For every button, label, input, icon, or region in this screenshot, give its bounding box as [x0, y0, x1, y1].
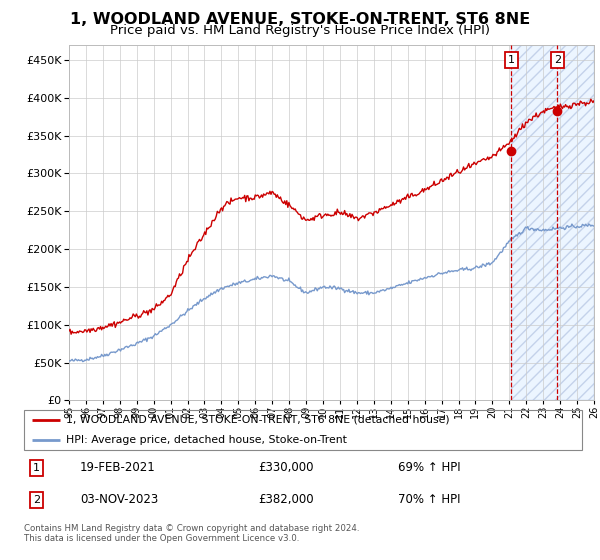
Text: 1: 1 [508, 55, 515, 65]
Text: 03-NOV-2023: 03-NOV-2023 [80, 493, 158, 506]
Text: 1, WOODLAND AVENUE, STOKE-ON-TRENT, ST6 8NE: 1, WOODLAND AVENUE, STOKE-ON-TRENT, ST6 … [70, 12, 530, 27]
Text: 1: 1 [33, 463, 40, 473]
Bar [511, 45, 594, 400]
Text: Price paid vs. HM Land Registry's House Price Index (HPI): Price paid vs. HM Land Registry's House … [110, 24, 490, 37]
Bar [511, 45, 594, 400]
Text: 2: 2 [33, 495, 40, 505]
Text: £330,000: £330,000 [259, 461, 314, 474]
Text: 2: 2 [554, 55, 561, 65]
Text: HPI: Average price, detached house, Stoke-on-Trent: HPI: Average price, detached house, Stok… [66, 435, 347, 445]
Text: Contains HM Land Registry data © Crown copyright and database right 2024.
This d: Contains HM Land Registry data © Crown c… [24, 524, 359, 543]
Text: 69% ↑ HPI: 69% ↑ HPI [398, 461, 460, 474]
Text: £382,000: £382,000 [259, 493, 314, 506]
Text: 19-FEB-2021: 19-FEB-2021 [80, 461, 155, 474]
Text: 70% ↑ HPI: 70% ↑ HPI [398, 493, 460, 506]
Text: 1, WOODLAND AVENUE, STOKE-ON-TRENT, ST6 8NE (detached house): 1, WOODLAND AVENUE, STOKE-ON-TRENT, ST6 … [66, 415, 449, 424]
